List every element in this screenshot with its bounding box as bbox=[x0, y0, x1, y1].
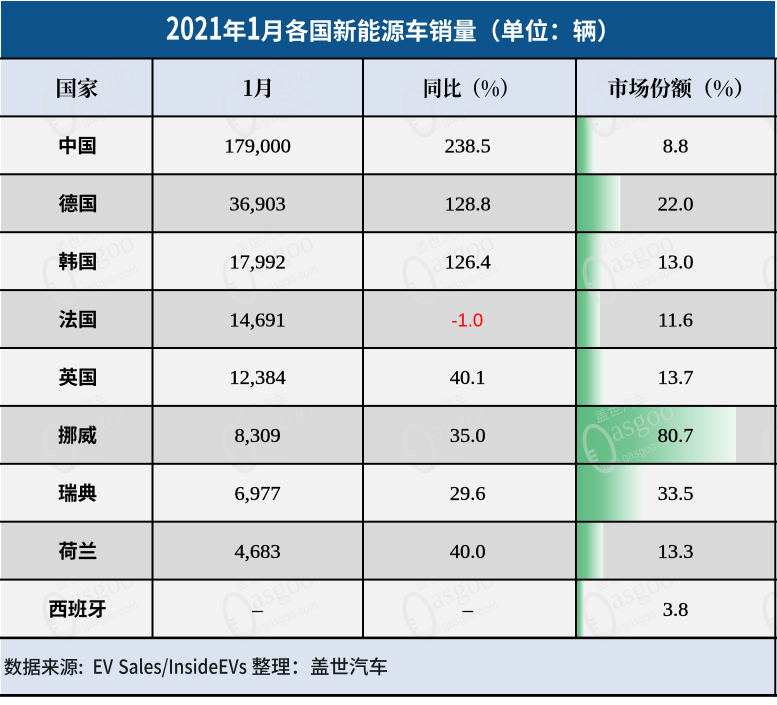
svg-text:126.4: 126.4 bbox=[445, 251, 491, 273]
svg-text:22.0: 22.0 bbox=[658, 194, 694, 216]
svg-text:13.0: 13.0 bbox=[658, 251, 694, 273]
svg-text:238.5: 238.5 bbox=[445, 136, 491, 158]
svg-text:29.6: 29.6 bbox=[450, 483, 486, 505]
svg-text:40.1: 40.1 bbox=[450, 367, 486, 389]
svg-text:–: – bbox=[462, 599, 474, 621]
svg-text:11.6: 11.6 bbox=[658, 309, 693, 331]
svg-text:17,992: 17,992 bbox=[229, 251, 285, 273]
svg-text:6,977: 6,977 bbox=[234, 483, 280, 505]
svg-text:80.7: 80.7 bbox=[658, 425, 694, 447]
svg-text:–: – bbox=[251, 599, 263, 621]
svg-text:8.8: 8.8 bbox=[663, 136, 689, 158]
svg-text:179,000: 179,000 bbox=[224, 136, 291, 158]
svg-text:33.5: 33.5 bbox=[658, 483, 694, 505]
svg-text:-1.0: -1.0 bbox=[451, 309, 483, 330]
svg-text:3.8: 3.8 bbox=[663, 599, 689, 621]
svg-text:12,384: 12,384 bbox=[229, 367, 285, 389]
svg-text:36,903: 36,903 bbox=[229, 194, 285, 216]
svg-text:35.0: 35.0 bbox=[450, 425, 486, 447]
svg-text:4,683: 4,683 bbox=[234, 541, 280, 563]
svg-text:8,309: 8,309 bbox=[234, 425, 280, 447]
svg-text:14,691: 14,691 bbox=[229, 309, 285, 331]
svg-text:40.0: 40.0 bbox=[450, 541, 486, 563]
svg-text:13.7: 13.7 bbox=[658, 367, 694, 389]
svg-text:13.3: 13.3 bbox=[658, 541, 694, 563]
svg-text:128.8: 128.8 bbox=[445, 194, 491, 216]
